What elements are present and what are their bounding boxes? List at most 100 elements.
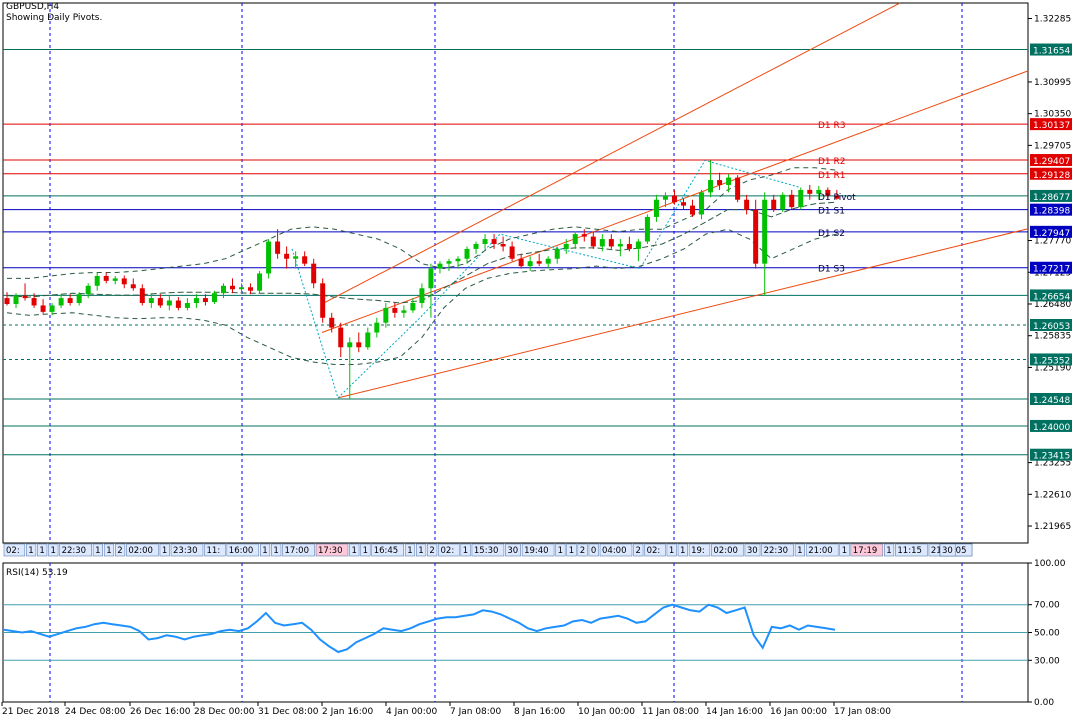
rsi-tick-label: 100.00 [1034,559,1066,569]
price-label-box [1030,393,1072,405]
candle-body [401,310,407,313]
band-lower [6,228,837,365]
candle-body [635,241,641,249]
timezone-marker-label: 22:30 [62,546,87,556]
candle-body [690,205,696,215]
candle-body [653,199,659,217]
candle-body [383,307,389,323]
y-tick-label: 1.30350 [1034,110,1071,120]
timezone-marker-label: 30 [747,546,758,556]
timezone-marker-label: 1 [352,546,357,556]
candle-body [771,199,777,210]
y-tick-label: 1.23255 [1034,459,1071,469]
timezone-marker-box [460,543,471,557]
candle-body [130,284,136,289]
rsi-line [3,603,836,654]
candle-body [644,216,650,242]
candle-body [67,298,73,303]
timezone-marker-label: 04:00 [602,546,627,556]
x-tick-label: 16 Jan 00:00 [770,707,827,717]
timezone-marker-box [170,543,204,557]
price-label-box [1030,318,1072,331]
price-label-box [1030,167,1072,180]
x-tick-label: 10 Jan 00:00 [578,707,635,717]
candle-body [302,256,308,264]
candle-body [374,322,380,333]
candle-body [94,275,100,286]
timezone-marker-box [555,543,566,557]
candle-body [356,342,362,348]
timezone-marker-label: 16:45 [374,546,399,556]
candle-body [762,199,768,264]
price-label-box [1030,419,1072,432]
price-label-box [1030,189,1072,202]
candle-body [473,243,479,249]
candle-body [726,177,732,185]
candle-body [527,261,533,267]
price-label-box [1030,448,1072,461]
price-label: 1.26053 [1033,322,1070,332]
timezone-marker-label: 19:40 [524,546,549,556]
candle-body [825,189,831,196]
candle-body [311,263,317,284]
timezone-marker-box [633,543,644,557]
candle-body [112,278,118,281]
candle-body [518,258,524,267]
timezone-marker-box [666,543,677,557]
price-label: 1.29407 [1033,157,1070,167]
timezone-marker-label: 1 [558,546,563,556]
candle-body [166,300,172,306]
timezone-marker-box [588,543,599,557]
candle-body [590,236,596,247]
candle-body [329,317,335,328]
timezone-marker-label: 17:00 [285,546,310,556]
timezone-marker-box [644,543,666,557]
price-pane-frame [2,2,1029,544]
candle-body [545,258,551,264]
x-tick-label: 24 Dec 08:00 [65,707,126,717]
timezone-marker-label: 1 [39,546,44,556]
pivot-label: D1 R3 [818,121,846,131]
candle-body [446,261,452,264]
candle-body [563,243,569,249]
price-label-box [1030,118,1072,131]
price-label: 1.27947 [1033,229,1070,239]
timezone-marker-box [761,543,794,557]
timezone-marker-box [48,543,59,557]
timezone-marker-label: 16:00 [229,546,254,556]
timezone-marker-box [711,543,744,557]
candle-body [257,273,263,291]
timezone-marker-label: 1 [669,546,674,556]
candle-body [491,239,497,244]
timezone-marker-label: 2 [636,546,641,556]
timezone-marker-label: 11: [207,546,221,556]
timezone-marker-box [688,543,711,557]
candle-body [338,327,344,348]
candle-body [500,243,506,247]
candle-body [148,298,154,303]
zigzag-line [291,159,801,399]
timezone-marker-box [103,543,115,557]
timezone-marker-box [939,543,956,557]
price-label: 1.26654 [1033,292,1070,302]
candle-body [662,195,668,200]
candle-body [798,189,804,208]
candle-body [121,278,127,285]
price-label: 1.25352 [1033,356,1070,366]
candle-body [22,295,28,299]
channel-line [337,228,1029,399]
timezone-marker-box [744,543,761,557]
candle-body [320,283,326,318]
candle-body [365,332,371,348]
y-tick-label: 1.32285 [1034,14,1071,24]
timezone-marker-box [115,543,126,557]
timezone-marker-label: 1 [886,546,891,556]
timezone-marker-label: 30 [942,546,953,556]
candle-body [239,287,245,290]
candle-body [266,241,272,274]
y-tick-label: 1.25190 [1034,363,1071,373]
price-label-box [1030,289,1072,302]
timezone-marker-box [226,543,260,557]
